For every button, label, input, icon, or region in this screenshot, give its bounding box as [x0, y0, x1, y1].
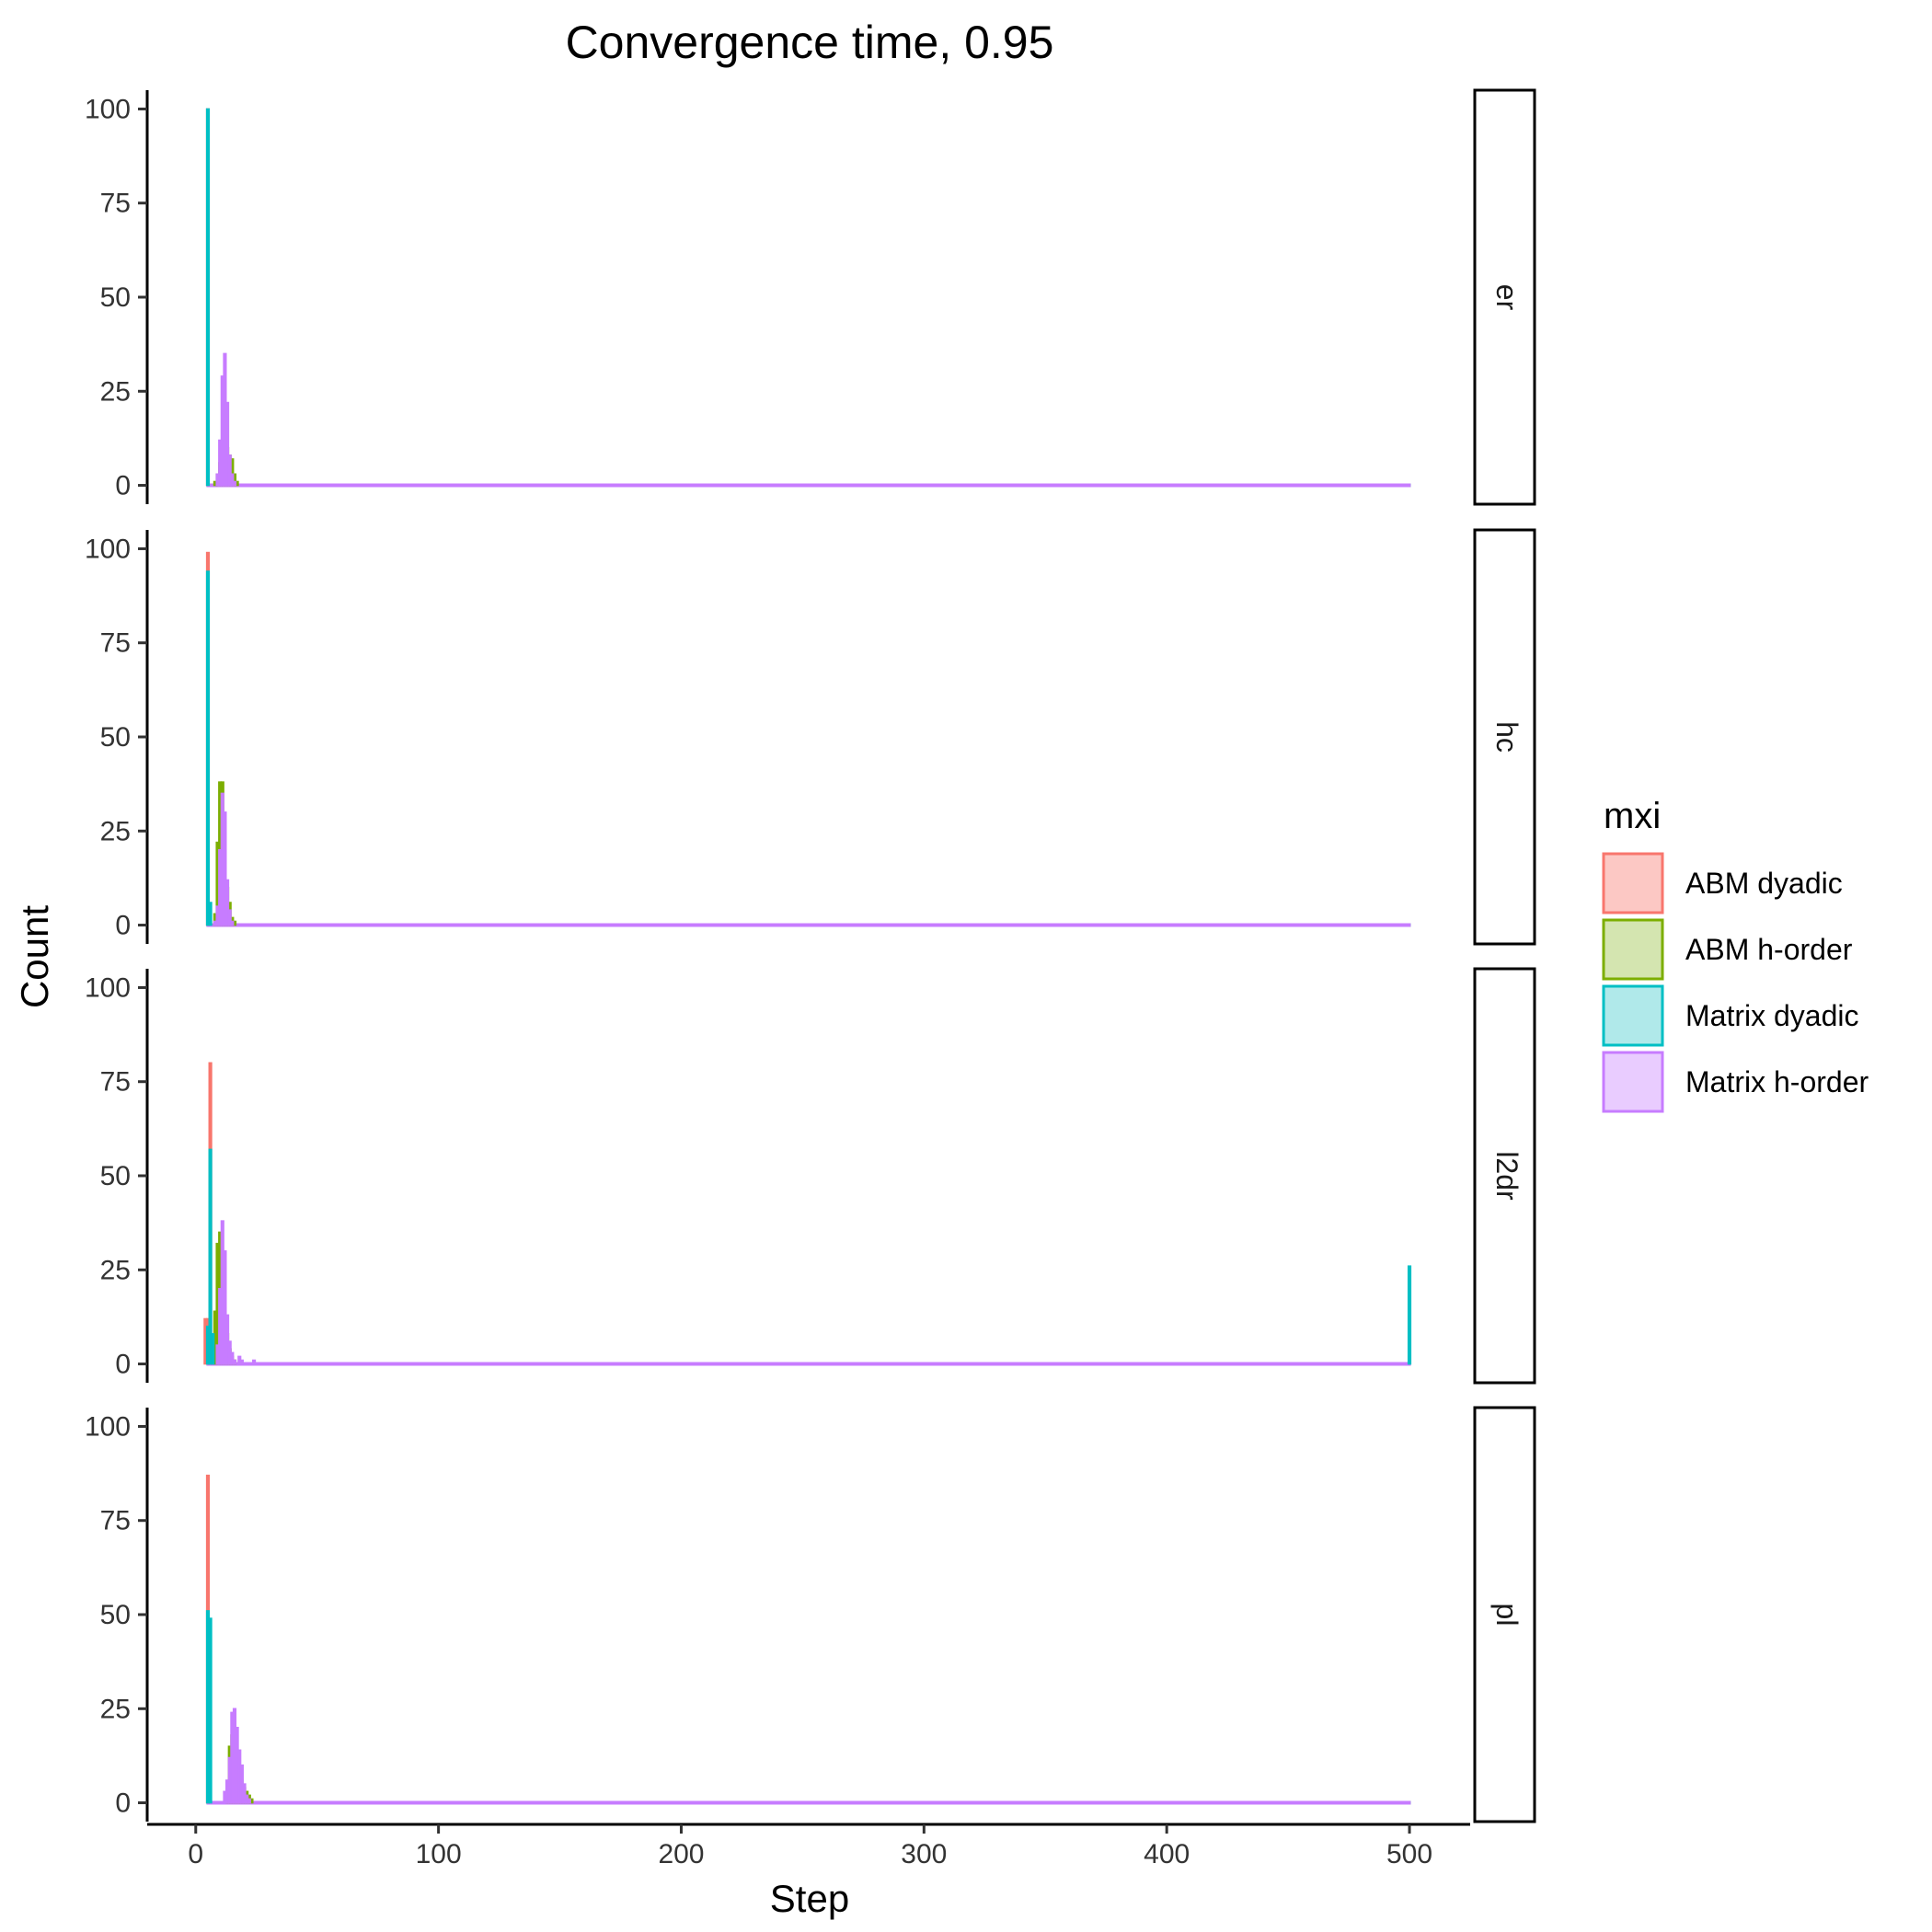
legend-swatch-matrix-dyadic — [1602, 984, 1664, 1047]
chart-title: Convergence time, 0.95 — [566, 17, 1054, 68]
y-tick-label-pl-0: 0 — [115, 1788, 131, 1819]
bar-l2dr-matrix-h-order-12 — [223, 1250, 227, 1365]
strip-label-er: er — [1490, 284, 1524, 311]
panel-l2dr: 0 25 50 75 100 l2dr — [85, 967, 1536, 1385]
bar-hc-matrix-dyadic-5 — [205, 570, 211, 926]
bar-er-matrix-dyadic-5 — [205, 108, 211, 487]
y-tick-label-er-100: 100 — [85, 94, 131, 124]
x-tick-label-0: 0 — [188, 1839, 203, 1869]
y-tick-label-hc-25: 25 — [100, 816, 131, 846]
y-tick-label-pl-75: 75 — [100, 1506, 131, 1536]
y-tick-label-l2dr-25: 25 — [100, 1255, 131, 1285]
y-tick-label-er-75: 75 — [100, 189, 131, 219]
bar-l2dr-matrix-h-order-19 — [239, 1359, 244, 1365]
legend-label-abm-dyadic: ABM dyadic — [1685, 867, 1843, 900]
x-tick-label-300: 300 — [901, 1839, 947, 1869]
legend-label-matrix-dyadic: Matrix dyadic — [1685, 999, 1859, 1032]
bar-pl-matrix-dyadic-6 — [208, 1617, 213, 1804]
x-axis: 0 100 200 300 400 500 — [147, 1823, 1470, 1869]
bar-er-matrix-h-order-16 — [232, 480, 237, 487]
strip-pl — [1473, 1406, 1536, 1823]
legend-swatch-abm-dyadic — [1602, 852, 1664, 914]
bar-l2dr-matrix-dyadic-500 — [1407, 1265, 1412, 1365]
bar-er-matrix-h-order-13 — [225, 401, 230, 487]
bar-hc-matrix-h-order-14 — [227, 909, 232, 926]
y-tick-label-l2dr-0: 0 — [115, 1350, 131, 1380]
strip-l2dr — [1473, 967, 1536, 1385]
bar-l2dr-matrix-h-order-15 — [230, 1351, 235, 1365]
bar-er-matrix-h-order-15 — [230, 473, 235, 487]
legend-label-matrix-h-order: Matrix h-order — [1685, 1065, 1869, 1098]
strip-label-hc: hc — [1490, 721, 1524, 753]
bar-pl-matrix-h-order-20 — [242, 1783, 247, 1804]
y-tick-label-l2dr-50: 50 — [100, 1161, 131, 1191]
x-tick-label-500: 500 — [1386, 1839, 1432, 1869]
x-tick-label-200: 200 — [658, 1839, 704, 1869]
y-tick-label-hc-0: 0 — [115, 911, 131, 941]
y-axis-title: Count — [13, 905, 56, 1008]
y-tick-label-hc-75: 75 — [100, 628, 131, 659]
y-tick-label-l2dr-75: 75 — [100, 1067, 131, 1098]
panel-hc: 0 25 50 75 100 hc — [85, 528, 1536, 946]
bar-hc-matrix-h-order-12 — [223, 811, 227, 926]
y-tick-label-hc-100: 100 — [85, 534, 131, 564]
strip-label-l2dr: l2dr — [1490, 1151, 1524, 1201]
bar-hc-matrix-dyadic-6 — [208, 902, 213, 926]
y-tick-label-pl-25: 25 — [100, 1694, 131, 1724]
legend: mxi ABM dyadic ABM h-order Matrix dyadic Ma… — [1602, 796, 1869, 1113]
bar-l2dr-matrix-dyadic-6 — [208, 1148, 213, 1365]
panel-pl: 0 25 50 75 100 pl — [85, 1406, 1536, 1823]
bar-hc-matrix-h-order-13 — [225, 879, 230, 926]
panels: 0 25 50 75 100 er 0 25 50 75 100 hc 0 25 50 75 100 l2dr 0 2… — [85, 88, 1536, 1823]
legend-swatch-matrix-h-order — [1602, 1051, 1664, 1113]
bar-hc-matrix-h-order-15 — [230, 920, 235, 926]
x-axis-title: Step — [770, 1877, 849, 1920]
strip-hc — [1473, 528, 1536, 946]
legend-title: mxi — [1604, 796, 1661, 836]
strip-label-pl: pl — [1490, 1604, 1524, 1627]
y-tick-label-er-50: 50 — [100, 282, 131, 313]
y-tick-label-l2dr-100: 100 — [85, 972, 131, 1003]
y-tick-label-er-25: 25 — [100, 376, 131, 407]
bar-er-matrix-h-order-14 — [227, 454, 232, 487]
bar-l2dr-matrix-h-order-24 — [252, 1359, 257, 1365]
y-tick-label-pl-100: 100 — [85, 1411, 131, 1442]
x-tick-label-400: 400 — [1144, 1839, 1190, 1869]
y-tick-label-er-0: 0 — [115, 471, 131, 501]
bar-l2dr-matrix-h-order-16 — [232, 1359, 237, 1365]
panel-er: 0 25 50 75 100 er — [85, 88, 1536, 506]
bar-pl-matrix-h-order-22 — [247, 1798, 251, 1804]
bar-l2dr-matrix-h-order-13 — [225, 1314, 230, 1365]
x-tick-label-100: 100 — [416, 1839, 462, 1869]
legend-swatch-abm-h-order — [1602, 918, 1664, 981]
bar-l2dr-matrix-dyadic-7 — [211, 1333, 215, 1365]
y-tick-label-hc-50: 50 — [100, 722, 131, 753]
legend-label-abm-h-order: ABM h-order — [1685, 933, 1853, 966]
y-tick-label-pl-50: 50 — [100, 1600, 131, 1630]
strip-er — [1473, 88, 1536, 506]
